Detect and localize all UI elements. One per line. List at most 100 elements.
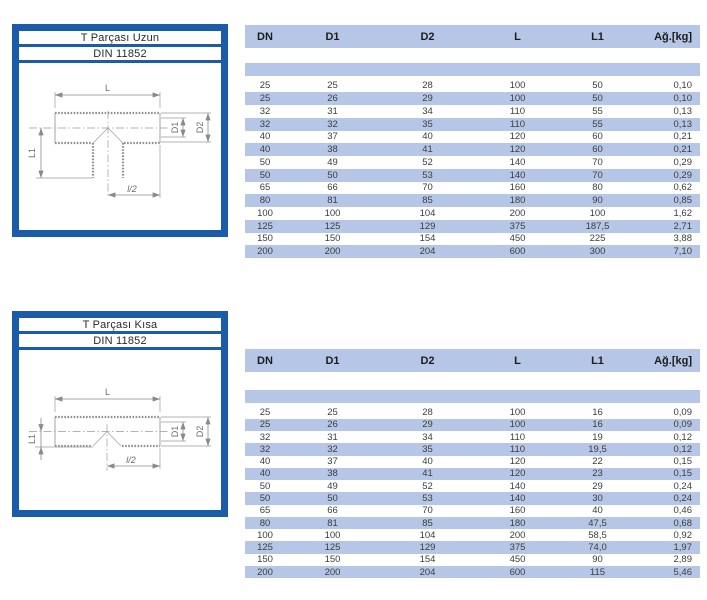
table-row: 40 38 41 120 60 0,21 xyxy=(245,143,700,156)
table-cell: 0,24 xyxy=(673,492,693,504)
table-cell: 0,15 xyxy=(673,456,693,468)
table-cell: 0,29 xyxy=(673,156,693,168)
table-cell: 100 xyxy=(509,80,526,92)
table-row: 50 49 52 140 70 0,29 xyxy=(245,156,700,169)
table-cell: 187,5 xyxy=(585,220,610,232)
table-cell: 140 xyxy=(509,169,526,181)
table-cell: 60 xyxy=(592,131,603,143)
table-cell: 125 xyxy=(324,542,341,554)
table-row: 80 81 85 180 90 0,85 xyxy=(245,194,700,207)
table-cell: 129 xyxy=(419,220,436,232)
table-cell: 65 xyxy=(259,182,271,194)
table-cell: 34 xyxy=(422,431,433,443)
table-row: 32 31 34 110 55 0,13 xyxy=(245,105,700,118)
dimension-label-d1: D1 xyxy=(170,426,180,438)
table-cell: 22 xyxy=(592,456,603,468)
branch-walls xyxy=(91,143,125,178)
table-cell: 25 xyxy=(327,80,338,92)
table-gap xyxy=(245,48,700,63)
table-cell: 25 xyxy=(259,93,271,105)
l-extension-lines xyxy=(54,92,161,108)
table-cell: 28 xyxy=(422,80,433,92)
table-cell: 154 xyxy=(419,233,436,245)
tube-end-lines xyxy=(54,113,161,143)
table-cell: 0,85 xyxy=(673,195,693,207)
table-cell: 80 xyxy=(592,182,603,194)
table-cell: 160 xyxy=(509,505,526,517)
table-row: 200 200 204 600 300 7,10 xyxy=(245,245,700,258)
table-cell: 110 xyxy=(509,118,526,130)
table-cell: 450 xyxy=(509,554,526,566)
table-cell: 31 xyxy=(327,105,338,117)
table-cell: 34 xyxy=(422,105,433,117)
table-row: 100 100 104 200 58,5 0,92 xyxy=(245,529,700,542)
table-cell: 41 xyxy=(422,144,433,156)
table-cell: 32 xyxy=(327,118,338,130)
table-cell: 37 xyxy=(327,456,338,468)
table-cell: 0,12 xyxy=(673,443,693,455)
table-cell: 85 xyxy=(422,195,433,207)
table-cell: 129 xyxy=(419,542,436,554)
table-cell: 0,10 xyxy=(673,80,693,92)
table-cell: 80 xyxy=(259,195,271,207)
table-row: 40 37 40 120 22 0,15 xyxy=(245,455,700,468)
table-cell: 50 xyxy=(259,492,271,504)
panel-standard: DIN 11852 xyxy=(19,47,221,63)
table-cell: 110 xyxy=(509,443,526,455)
technical-drawing-short-tee: L L1 D1 D2 l/2 xyxy=(19,350,221,510)
table-cell: 60 xyxy=(592,144,603,156)
table-row: 65 66 70 160 80 0,62 xyxy=(245,181,700,195)
table-cell: 25 xyxy=(259,80,271,92)
table-row: 25 25 28 100 16 0,09 xyxy=(245,406,700,419)
table-cell: 154 xyxy=(419,554,436,566)
table-body: 25 25 28 100 16 0,09 25 26 29 100 16 0,09 32 31 34 110 1… xyxy=(245,406,700,579)
table-cell: 0,10 xyxy=(673,93,693,105)
pipe-end-wall-lines xyxy=(161,416,211,447)
table-cell: 2,71 xyxy=(673,220,693,232)
table-cell: 200 xyxy=(324,246,341,258)
table-cell: 150 xyxy=(324,554,341,566)
table-cell: 160 xyxy=(509,182,526,194)
l-extension-lines xyxy=(54,396,161,412)
table-cell: 0,68 xyxy=(673,517,693,529)
table-cell: 150 xyxy=(324,233,341,245)
col-header-l1: L1 xyxy=(591,354,604,367)
col-header-l1: L1 xyxy=(591,30,604,43)
table-cell: 35 xyxy=(422,118,433,130)
table-cell: 0,29 xyxy=(673,169,693,181)
table-cell: 110 xyxy=(509,431,526,443)
table-cell: 26 xyxy=(327,419,338,431)
table-cell: 81 xyxy=(327,195,338,207)
table-cell: 140 xyxy=(509,480,526,492)
table-cell: 100 xyxy=(257,207,273,219)
table-cell: 0,21 xyxy=(673,131,693,143)
table-cell: 120 xyxy=(509,468,526,480)
table-cell: 29 xyxy=(422,419,433,431)
table-cell: 40 xyxy=(259,456,271,468)
table-cell: 110 xyxy=(509,105,526,117)
table-cell: 19 xyxy=(592,431,603,443)
table-row: 65 66 70 160 40 0,46 xyxy=(245,504,700,517)
table-cell: 375 xyxy=(509,220,526,232)
panel-title: T Parçası Kısa xyxy=(19,318,221,334)
table-cell: 66 xyxy=(327,182,338,194)
table-cell: 50 xyxy=(327,492,338,504)
table-cell: 81 xyxy=(327,517,338,529)
table-empty-row xyxy=(245,63,700,76)
dimension-table-short-tee: DN D1 D2 L L1 Ağ.[kg] 25 25 28 100 16 0,09 25 2… xyxy=(245,349,700,579)
table-cell: 0,13 xyxy=(673,118,693,130)
table-empty-row xyxy=(245,390,700,403)
table-cell: 100 xyxy=(324,529,341,541)
table-cell: 30 xyxy=(592,492,603,504)
table-cell: 50 xyxy=(259,169,271,181)
panel-title: T Parçası Uzun xyxy=(19,31,221,47)
table-gap xyxy=(245,402,700,407)
dimension-label-d1: D1 xyxy=(170,122,180,134)
table-cell: 29 xyxy=(422,93,433,105)
table-cell: 204 xyxy=(419,566,436,578)
table-cell: 100 xyxy=(257,529,273,541)
table-cell: 140 xyxy=(509,492,526,504)
table-cell: 225 xyxy=(589,233,606,245)
table-cell: 104 xyxy=(419,207,436,219)
table-cell: 70 xyxy=(592,156,603,168)
